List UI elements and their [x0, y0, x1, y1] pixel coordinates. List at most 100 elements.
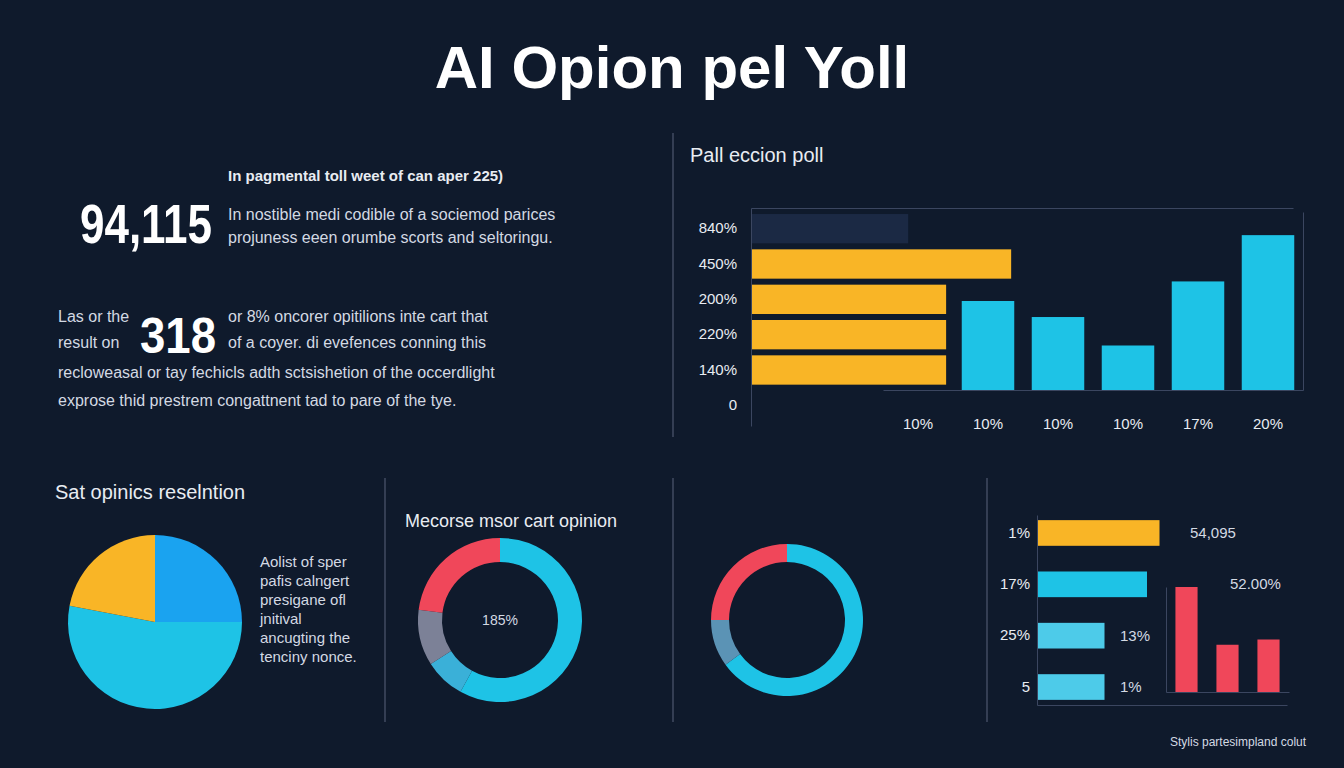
page: AI Opion pel Yoll In pagmental toll weet …: [0, 0, 1344, 768]
tick: 220%: [699, 325, 751, 342]
paragraph: recloweasal or tay fechicls adth sctsish…: [58, 364, 495, 381]
axis: [1166, 588, 1167, 693]
annotation: Aolist of sper: [260, 553, 347, 570]
divider: [384, 478, 385, 722]
bars: [962, 235, 1295, 390]
tick: 0: [729, 396, 751, 413]
paragraph: of a coyer. di evefences conning this: [228, 334, 486, 351]
bar: [1172, 281, 1225, 390]
bar: [1175, 587, 1197, 692]
annotation: 54,095: [1190, 524, 1236, 541]
chart-title: Sat opinics reselntion: [55, 481, 245, 503]
paragraph: projuness eeen orumbe scorts and seltori…: [228, 229, 553, 246]
bar: [1102, 346, 1155, 391]
axis: 840% 450% 200% 220% 140% 0: [699, 209, 752, 427]
axis-line: [884, 390, 1304, 391]
tick-label: 200%: [699, 290, 737, 307]
annotation: 13%: [1120, 627, 1150, 644]
stat: 318: [140, 308, 216, 364]
bar: [751, 320, 946, 349]
title: AI Opion pel Yoll: [435, 34, 909, 101]
bar: [1037, 571, 1147, 597]
annotation: ancugting the: [260, 629, 350, 646]
bar: [1216, 645, 1238, 692]
divider: [986, 478, 987, 722]
bar: [962, 301, 1015, 390]
chart-title: Pall eccion poll: [690, 144, 823, 166]
axis-line: [751, 209, 752, 427]
pie: [68, 535, 242, 709]
heading: In pagmental toll weet of can aper 225): [228, 167, 503, 184]
axis-line: [1037, 516, 1038, 706]
infographic: AI Opion pel Yoll In pagmental toll weet …: [0, 0, 1344, 768]
axis: [1167, 692, 1290, 694]
tick: 17%: [1183, 390, 1213, 432]
paragraph: result on: [58, 334, 119, 351]
tick-label: 10%: [1113, 415, 1143, 432]
tick-label: 1%: [1008, 524, 1030, 541]
tick: 200%: [699, 290, 751, 307]
tick: 17%: [1000, 575, 1037, 592]
bar: [1037, 623, 1105, 649]
annotation: tenciny nonce.: [260, 648, 357, 665]
bar: [1242, 235, 1295, 390]
bar: [751, 285, 946, 314]
axis: [1303, 213, 1304, 391]
tick-label: 20%: [1253, 415, 1283, 432]
tick: 10%: [973, 390, 1003, 432]
tick-label: 450%: [699, 255, 737, 272]
annotation: 52.00%: [1230, 575, 1281, 592]
bars: [1175, 587, 1279, 692]
footer: Stylis partesimpland colut: [1170, 735, 1307, 749]
paragraph: In nostible medi codible of a sociemod p…: [228, 206, 555, 223]
tick: 10%: [903, 390, 933, 432]
tick-label: 140%: [699, 361, 737, 378]
divider: [672, 478, 673, 722]
divider: [672, 133, 673, 437]
tick-label: 10%: [973, 415, 1003, 432]
tick: 10%: [1113, 390, 1143, 432]
bar: [751, 355, 946, 384]
slice: [418, 610, 451, 664]
annotation: 185%: [482, 612, 518, 628]
axis: [1038, 705, 1288, 706]
bar: [1037, 674, 1105, 700]
stat: 94,115: [80, 192, 212, 255]
tick: 25%: [1000, 626, 1037, 643]
axis-line: [1038, 705, 1288, 706]
annotation: pafis calngert: [260, 572, 350, 589]
tick-label: 10%: [903, 415, 933, 432]
paragraph: or 8% oncorer opitilions inte cart that: [228, 308, 488, 325]
bar: [1032, 317, 1085, 390]
annotation: 1%: [1120, 678, 1142, 695]
tick-label: 0: [729, 396, 737, 413]
paragraph: Las or the: [58, 308, 129, 325]
tick: 140%: [699, 361, 751, 378]
bars: [1037, 520, 1160, 700]
tick: 450%: [699, 255, 751, 272]
slice: [711, 544, 787, 620]
axis-line: [752, 208, 1294, 209]
chart-title: Mecorse msor cart opinion: [405, 511, 617, 531]
tick-label: 5: [1022, 678, 1030, 695]
axis-line: [1167, 692, 1290, 693]
bar: [1037, 520, 1160, 546]
tick: 5: [1022, 678, 1037, 695]
tick: 20%: [1253, 390, 1283, 432]
tick: 10%: [1043, 390, 1073, 432]
donut: [418, 538, 582, 702]
tick: 840%: [699, 219, 751, 236]
tick-label: 220%: [699, 325, 737, 342]
slice: [711, 620, 740, 665]
donut: [711, 544, 863, 696]
axis: 1% 17% 25% 5: [1000, 516, 1038, 706]
background: [0, 0, 1344, 768]
annotation: presigane ofl: [260, 591, 346, 608]
slice: [70, 535, 155, 622]
axis: 10% 10% 10% 10% 17% 20%: [884, 390, 1304, 432]
annotation: jnitival: [259, 610, 302, 627]
tick-label: 840%: [699, 219, 737, 236]
paragraph: exprose thid prestrem congattnent tad to…: [58, 392, 456, 409]
tick-label: 17%: [1183, 415, 1213, 432]
bar: [1257, 640, 1279, 693]
